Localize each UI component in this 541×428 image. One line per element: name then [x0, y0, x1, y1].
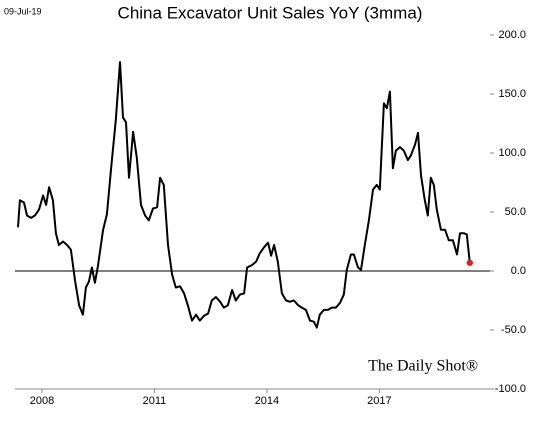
x-tick-label: 2017: [367, 395, 391, 407]
y-tick-label: -100.0: [495, 383, 526, 395]
y-tick-label: 50.0: [505, 206, 526, 218]
y-tick-label: -50.0: [501, 324, 526, 336]
x-tick-label: 2011: [143, 395, 167, 407]
line: [17, 61, 471, 329]
date-note: 09-Jul-19: [4, 6, 42, 16]
y-tick-label: 150.0: [498, 88, 526, 100]
watermark: The Daily Shot®: [368, 358, 478, 375]
last-point: [466, 259, 473, 266]
chart-title: China Excavator Unit Sales YoY (3mma): [118, 3, 423, 22]
y-tick-label: 100.0: [498, 147, 526, 159]
x-tick-label: 2008: [30, 395, 54, 407]
y-tick-label: 0.0: [511, 265, 526, 277]
x-tick-label: 2014: [255, 395, 279, 407]
y-tick-label: 200.0: [498, 29, 526, 41]
